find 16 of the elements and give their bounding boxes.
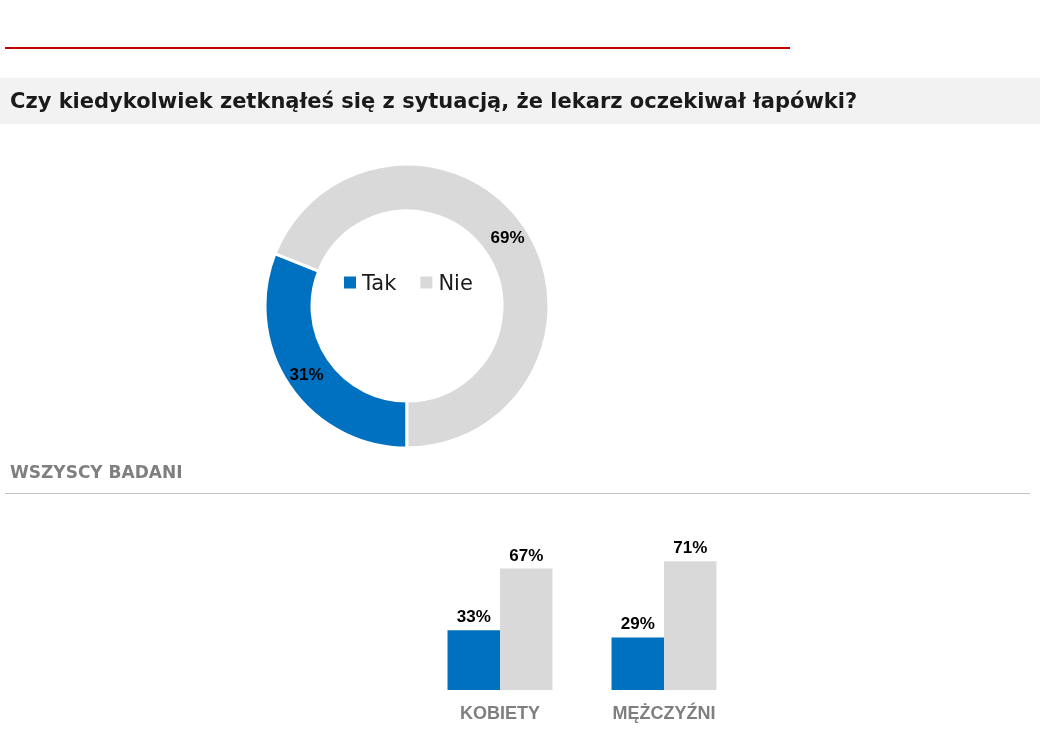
data-label: 33% [456,607,491,627]
data-label: 29% [620,614,655,634]
x-tick-label: MĘŻCZYŹNI [612,702,716,723]
data-label: 69% [490,228,525,248]
text: WSZYSCY BADANI [10,462,183,482]
data-label: 71% [673,538,708,558]
data-label: 31% [289,364,324,384]
bar [447,630,500,690]
bar [664,561,717,690]
data-label: 67% [509,545,544,565]
chart-title: Czy kiedykolwiek zetknąłeś się z sytuacją, że lekarz oczekiwał łapówki? [0,78,1040,124]
bar [500,568,553,690]
x-tick-label: KOBIETY [459,703,541,723]
legend-label: Nie [438,270,473,295]
bar [611,637,664,690]
legend-label: Tak [361,270,398,295]
